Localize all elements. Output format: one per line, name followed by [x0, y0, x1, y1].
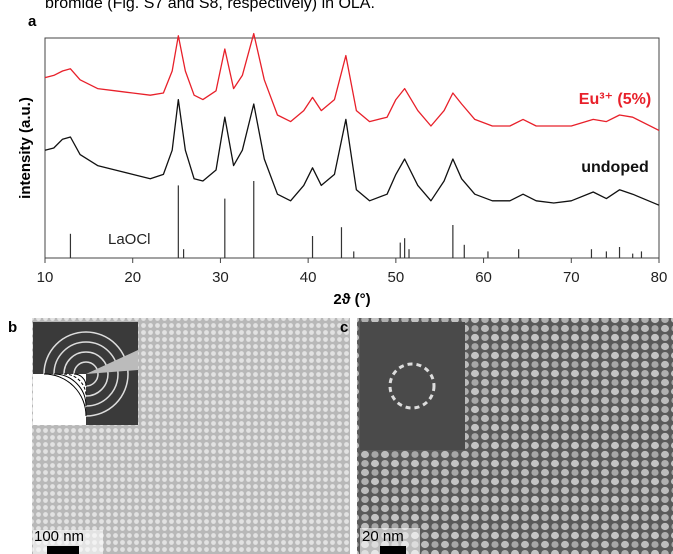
x-tick-label: 20 [124, 269, 141, 286]
series-line [45, 34, 659, 131]
diffraction-schematic [33, 374, 86, 425]
x-tick-label: 80 [651, 269, 668, 286]
x-tick-label: 30 [212, 269, 229, 286]
scale-bar [47, 546, 79, 554]
series-line [45, 100, 659, 206]
x-axis-label: 2ϑ (°) [333, 291, 370, 308]
series-label: Eu³⁺ (5%) [579, 91, 651, 108]
plot-frame [45, 38, 659, 258]
panel-label: c [340, 319, 348, 336]
reference-label: LaOCl [108, 231, 151, 248]
figure: bromide (Fig. S7 and S8, respectively) i… [0, 0, 673, 554]
scale-bar-label: 20 nm [362, 528, 404, 545]
scale-bar-label: 100 nm [34, 528, 84, 545]
scale-bar [380, 546, 406, 554]
text-above: bromide (Fig. S7 and S8, respectively) i… [45, 0, 375, 12]
x-tick-label: 70 [563, 269, 580, 286]
x-tick-label: 40 [300, 269, 317, 286]
x-tick-label: 50 [388, 269, 405, 286]
x-tick-label: 10 [37, 269, 54, 286]
series-label: undoped [581, 159, 649, 176]
y-axis-label: intensity (a.u.) [17, 97, 34, 199]
panel-label: a [28, 13, 37, 30]
fft-inset [360, 322, 465, 450]
x-tick-label: 60 [475, 269, 492, 286]
panel-label: b [8, 319, 17, 336]
